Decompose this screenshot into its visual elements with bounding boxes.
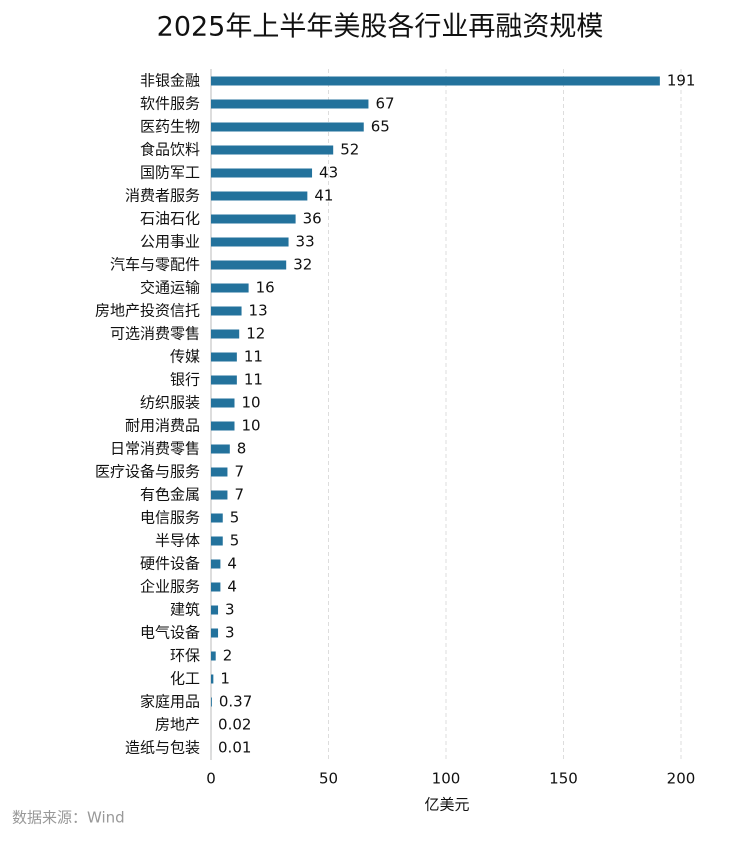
x-axis-label: 亿美元 [424,796,469,814]
y-tick-label: 软件服务 [140,95,200,113]
bar [211,237,289,247]
x-tick-label: 200 [667,770,696,788]
x-tick-label: 0 [206,770,216,788]
y-tick-label: 化工 [170,670,200,688]
value-label: 3 [225,624,235,642]
value-label: 36 [303,210,322,228]
y-tick-label: 银行 [170,371,200,389]
value-label: 16 [256,279,275,297]
bar [211,122,364,132]
bar [211,375,237,385]
value-label: 8 [237,440,247,458]
bar [211,168,313,178]
y-tick-label: 纺织服装 [140,394,200,412]
bar [211,536,223,546]
bar [211,490,228,500]
y-tick-label: 石油石化 [140,210,200,228]
bar [211,513,223,523]
value-label: 32 [293,256,312,274]
value-label: 0.02 [218,716,251,734]
bar [211,398,235,408]
bar [211,651,216,661]
value-label: 10 [242,417,261,435]
value-label: 10 [242,394,261,412]
bar [211,697,212,707]
bar [211,260,287,270]
y-tick-label: 企业服务 [140,578,200,596]
y-tick-label: 日常消费零售 [110,440,200,458]
bar [211,582,221,592]
value-label: 65 [371,118,390,136]
y-tick-label: 医疗设备与服务 [95,463,200,481]
y-tick-label: 硬件设备 [140,555,200,573]
bar [211,214,296,224]
bar [211,444,230,454]
value-label: 4 [227,578,237,596]
bar [211,99,369,109]
y-tick-label: 交通运输 [140,279,200,297]
value-label: 7 [234,463,244,481]
bar [211,674,214,684]
value-label: 1 [220,670,230,688]
y-tick-label: 房地产投资信托 [95,302,200,320]
y-tick-label: 非银金融 [140,72,200,90]
bar [211,191,308,201]
value-label: 7 [234,486,244,504]
bar [211,352,237,362]
y-tick-label: 环保 [170,647,200,665]
y-tick-label: 消费者服务 [125,187,200,205]
bar [211,283,249,293]
value-label: 11 [244,348,263,366]
y-tick-label: 传媒 [170,348,200,366]
y-tick-label: 有色金属 [140,486,200,504]
y-tick-label: 电信服务 [140,509,200,527]
y-tick-label: 公用事业 [140,233,200,251]
bar [211,76,660,86]
y-tick-label: 半导体 [155,532,200,550]
x-tick-label: 150 [549,770,578,788]
y-tick-label: 电气设备 [140,624,200,642]
value-label: 191 [667,72,696,90]
y-tick-label: 耐用消费品 [125,417,200,435]
value-label: 3 [225,601,235,619]
y-tick-label: 食品饮料 [140,141,200,159]
bar [211,628,219,638]
y-tick-label: 建筑 [170,601,200,619]
y-tick-label: 房地产 [155,716,200,734]
value-label: 0.37 [219,693,252,711]
bar [211,605,219,615]
value-label: 13 [249,302,268,320]
bar [211,467,228,477]
value-label: 5 [230,532,240,550]
y-tick-label: 造纸与包装 [125,739,200,757]
y-tick-label: 可选消费零售 [110,325,200,343]
bar [211,421,235,431]
value-label: 52 [340,141,359,159]
value-label: 67 [375,95,394,113]
value-label: 12 [246,325,265,343]
value-label: 41 [314,187,333,205]
value-label: 0.01 [218,739,251,757]
x-tick-label: 100 [432,770,461,788]
bar [211,145,334,155]
value-label: 2 [223,647,233,665]
source-note: 数据来源：Wind [12,809,125,827]
bar [211,559,221,569]
value-label: 43 [319,164,338,182]
y-tick-label: 医药生物 [140,118,200,136]
y-tick-label: 国防军工 [140,164,200,182]
chart-title: 2025年上半年美股各行业再融资规模 [157,12,604,43]
value-label: 11 [244,371,263,389]
bar [211,329,240,339]
x-tick-label: 50 [319,770,338,788]
y-tick-label: 汽车与零配件 [110,256,200,274]
value-label: 5 [230,509,240,527]
value-label: 4 [227,555,237,573]
y-tick-label: 家庭用品 [140,693,200,711]
value-label: 33 [296,233,315,251]
bar [211,306,242,316]
